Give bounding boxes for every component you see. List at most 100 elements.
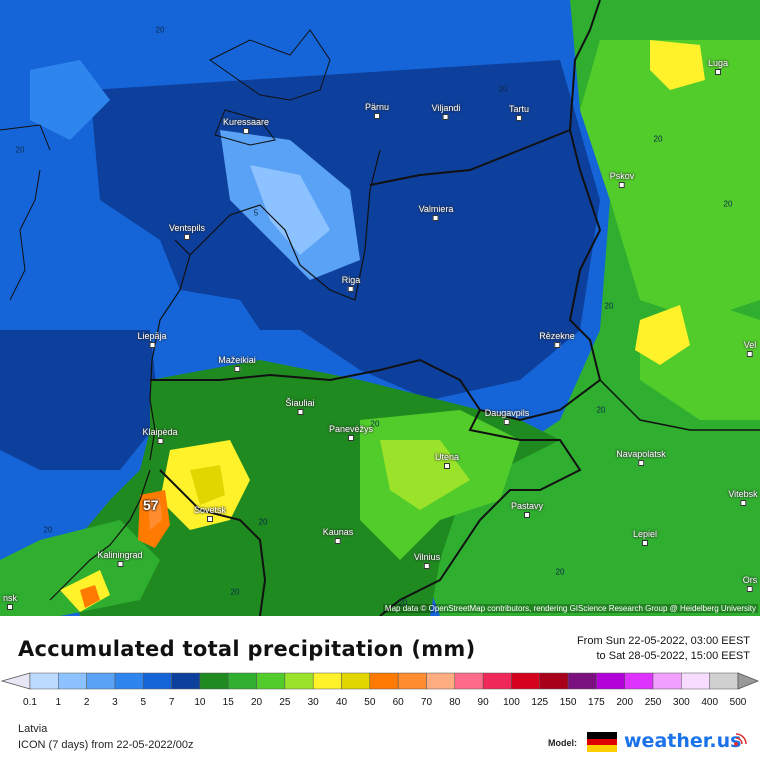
city-dot-icon — [444, 463, 450, 469]
legend-swatch — [199, 672, 229, 690]
legend-label: 3 — [112, 697, 118, 708]
city-dot-icon — [149, 342, 155, 348]
city-dot-icon — [243, 128, 249, 134]
city-label: Sovetsk — [194, 505, 226, 522]
city-dot-icon — [206, 516, 213, 522]
legend-color-bar — [0, 672, 760, 690]
isoline-label: 20 — [498, 84, 508, 94]
city-dot-icon — [184, 234, 190, 240]
legend-label: 400 — [701, 697, 719, 708]
city-label: Ventspils — [169, 223, 205, 240]
isoline-label: 20 — [43, 525, 53, 535]
legend-swatch — [624, 672, 654, 690]
legend-swatch — [426, 672, 456, 690]
legend-swatch — [143, 672, 172, 690]
legend-label: 25 — [279, 697, 291, 708]
signal-icon — [734, 733, 747, 746]
isoline-label: 20 — [653, 134, 663, 144]
legend-swatch — [284, 672, 314, 690]
city-label: Panevėžys — [329, 424, 373, 441]
city-label: Daugavpils — [485, 408, 529, 425]
legend-swatch — [171, 672, 201, 690]
city-dot-icon — [554, 342, 560, 348]
city-dot-icon — [638, 460, 644, 466]
isoline-label: 20 — [258, 517, 268, 527]
city-label: Vel — [744, 340, 756, 357]
germany-flag-icon — [587, 732, 617, 752]
legend-swatch — [482, 672, 512, 690]
legend-label: 500 — [729, 697, 747, 708]
city-label: Ors — [743, 575, 757, 592]
isoline-label: 20 — [596, 405, 606, 415]
city-label: Liepāja — [137, 331, 167, 348]
city-label: Klaipėda — [142, 427, 178, 444]
legend-swatch — [369, 672, 399, 690]
map-attribution: Map data © OpenStreetMap contributors, r… — [382, 604, 758, 613]
model-run-info: ICON (7 days) from 22-05-2022/00z — [18, 739, 194, 751]
city-dot-icon — [6, 604, 13, 610]
legend-swatch — [58, 672, 87, 690]
isoline-label: 20 — [370, 419, 380, 429]
legend-label: 0.1 — [23, 697, 37, 708]
weather-us-logo[interactable]: weather.us — [624, 730, 742, 752]
city-dot-icon — [642, 540, 648, 546]
isoline-label: 20 — [155, 25, 165, 35]
legend-swatch — [29, 672, 59, 690]
city-dot-icon — [715, 69, 721, 75]
isoline-label: 5 — [253, 208, 259, 218]
city-dot-icon — [515, 115, 522, 121]
legend-swatch — [256, 672, 286, 690]
city-label: Riga — [342, 275, 360, 292]
city-dot-icon — [157, 438, 163, 444]
city-dot-icon — [746, 351, 753, 357]
legend-label: 7 — [168, 697, 175, 708]
legend-swatch — [652, 672, 682, 690]
legend-swatch — [114, 672, 144, 690]
legend-arrow-right-icon — [737, 672, 760, 690]
legend-label: 100 — [503, 697, 520, 708]
city-label: Mažeikiai — [218, 355, 256, 372]
legend-swatch — [86, 672, 116, 690]
legend-label: 60 — [392, 697, 404, 708]
city-label: Pastavy — [511, 501, 543, 518]
legend-label: 150 — [559, 697, 577, 708]
city-label: Kuressaare — [223, 117, 269, 134]
legend-swatch — [511, 672, 541, 690]
legend-label: 1 — [55, 697, 62, 708]
city-label: Tartu — [509, 104, 529, 121]
city-label: Vilnius — [414, 552, 440, 569]
legend-label: 40 — [335, 697, 348, 708]
legend-label: 5 — [140, 697, 147, 708]
city-label: Kaunas — [323, 527, 353, 544]
city-label: Pskov — [610, 171, 634, 188]
city-dot-icon — [442, 114, 449, 120]
city-dot-icon — [423, 563, 430, 569]
legend-swatch — [596, 672, 625, 690]
city-label: Lepiel — [633, 529, 657, 546]
model-label: Model: — [548, 738, 577, 748]
city-label: Valmiera — [419, 204, 453, 221]
isoline-label: 20 — [398, 598, 408, 608]
period-to: to Sat 28-05-2022, 15:00 EEST — [596, 650, 751, 662]
city-dot-icon — [335, 538, 341, 544]
city-dot-icon — [297, 409, 303, 415]
legend-label: 50 — [364, 697, 376, 708]
legend-swatch — [397, 672, 427, 690]
city-label: Šiauliai — [285, 398, 315, 415]
legend-label: 10 — [194, 697, 206, 708]
precipitation-map[interactable]: Kuressaare Pärnu Viljandi Tartu Luga Pskov Ven… — [0, 0, 760, 616]
city-label: Utena — [435, 452, 459, 469]
isoline-label: 20 — [604, 301, 614, 311]
region-name: Latvia — [18, 723, 48, 735]
city-dot-icon — [523, 512, 530, 518]
legend-swatch — [539, 672, 569, 690]
legend-label: 175 — [588, 697, 605, 708]
city-label: Navapolatsk — [616, 449, 666, 466]
legend-swatch — [341, 672, 371, 690]
city-dot-icon — [432, 215, 439, 221]
city-dot-icon — [348, 435, 354, 441]
legend-label: 30 — [307, 697, 319, 708]
city-dot-icon — [618, 182, 625, 188]
city-label: Kaliningrad — [97, 550, 143, 567]
isoline-label: 20 — [723, 199, 733, 209]
